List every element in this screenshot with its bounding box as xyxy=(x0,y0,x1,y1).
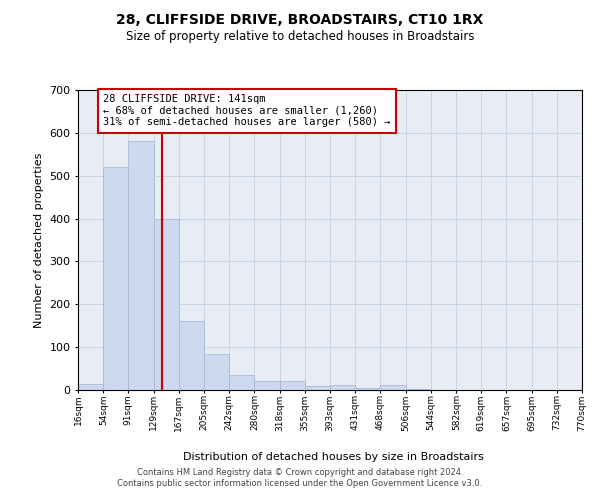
Bar xyxy=(330,385,355,390)
Text: Size of property relative to detached houses in Broadstairs: Size of property relative to detached ho… xyxy=(126,30,474,43)
Bar xyxy=(103,167,128,390)
Text: Contains HM Land Registry data © Crown copyright and database right 2024.
Contai: Contains HM Land Registry data © Crown c… xyxy=(118,468,482,487)
Y-axis label: Number of detached properties: Number of detached properties xyxy=(34,152,44,328)
Text: 28, CLIFFSIDE DRIVE, BROADSTAIRS, CT10 1RX: 28, CLIFFSIDE DRIVE, BROADSTAIRS, CT10 1… xyxy=(116,12,484,26)
Bar xyxy=(254,380,280,390)
Text: Distribution of detached houses by size in Broadstairs: Distribution of detached houses by size … xyxy=(182,452,484,462)
Bar xyxy=(280,380,305,390)
Bar xyxy=(78,384,103,390)
Bar xyxy=(406,389,431,390)
Bar xyxy=(205,354,229,390)
Bar xyxy=(305,386,330,390)
Bar xyxy=(179,322,205,390)
Bar xyxy=(229,375,254,390)
Bar xyxy=(355,388,380,390)
Text: 28 CLIFFSIDE DRIVE: 141sqm
← 68% of detached houses are smaller (1,260)
31% of s: 28 CLIFFSIDE DRIVE: 141sqm ← 68% of deta… xyxy=(103,94,391,128)
Bar xyxy=(128,142,154,390)
Bar xyxy=(380,385,406,390)
Bar xyxy=(154,218,179,390)
